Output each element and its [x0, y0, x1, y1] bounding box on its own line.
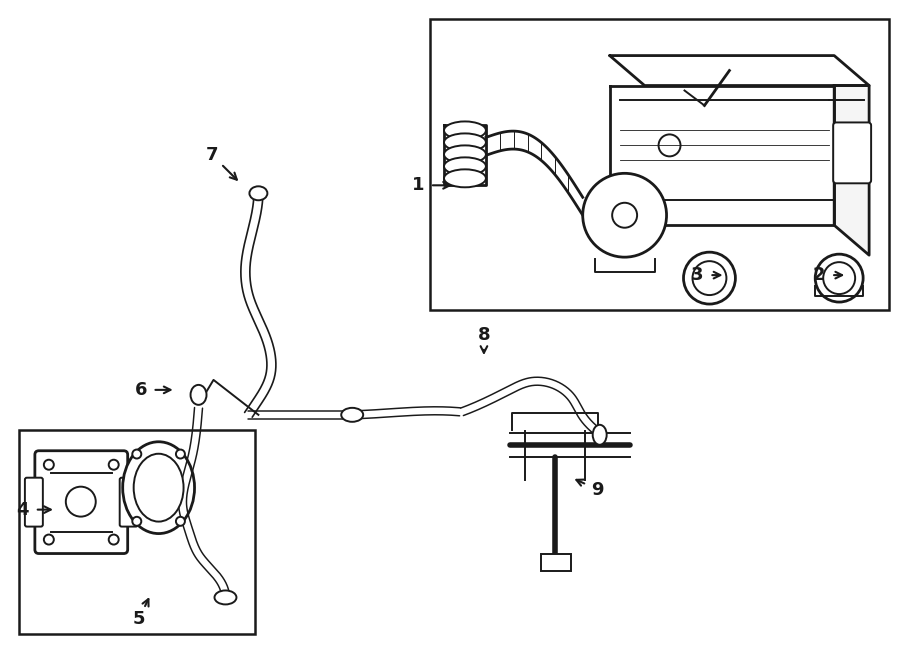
Ellipse shape	[214, 591, 237, 604]
Ellipse shape	[109, 459, 119, 470]
Ellipse shape	[132, 449, 141, 459]
Text: 5: 5	[132, 610, 145, 628]
Ellipse shape	[444, 158, 486, 175]
Ellipse shape	[44, 459, 54, 470]
Ellipse shape	[341, 408, 364, 422]
Ellipse shape	[44, 535, 54, 545]
Polygon shape	[609, 56, 869, 85]
FancyBboxPatch shape	[120, 478, 138, 526]
Bar	[19, 430, 256, 634]
Ellipse shape	[176, 449, 184, 459]
Ellipse shape	[444, 146, 486, 164]
Text: 7: 7	[206, 146, 219, 164]
FancyBboxPatch shape	[35, 451, 128, 553]
Text: 9: 9	[591, 481, 604, 498]
Text: 4: 4	[16, 500, 29, 518]
Ellipse shape	[176, 517, 184, 526]
Text: 2: 2	[813, 266, 825, 284]
Ellipse shape	[444, 134, 486, 152]
Bar	[430, 19, 889, 310]
Ellipse shape	[109, 535, 119, 545]
Polygon shape	[609, 85, 834, 225]
FancyBboxPatch shape	[833, 122, 871, 183]
Ellipse shape	[692, 261, 726, 295]
Ellipse shape	[444, 121, 486, 140]
Ellipse shape	[134, 453, 184, 522]
Ellipse shape	[132, 517, 141, 526]
Text: 1: 1	[412, 176, 424, 195]
Text: 8: 8	[478, 326, 491, 344]
Ellipse shape	[191, 385, 206, 405]
FancyBboxPatch shape	[25, 478, 43, 526]
Polygon shape	[834, 85, 869, 255]
Ellipse shape	[659, 134, 680, 156]
Ellipse shape	[66, 487, 95, 516]
Ellipse shape	[582, 173, 667, 257]
Ellipse shape	[444, 169, 486, 187]
Ellipse shape	[815, 254, 863, 302]
Ellipse shape	[612, 203, 637, 228]
Ellipse shape	[122, 442, 194, 534]
Ellipse shape	[824, 262, 855, 294]
Ellipse shape	[593, 425, 607, 445]
Text: 3: 3	[691, 266, 704, 284]
FancyBboxPatch shape	[541, 553, 571, 571]
Ellipse shape	[249, 186, 267, 201]
Ellipse shape	[683, 252, 735, 304]
Text: 6: 6	[134, 381, 147, 399]
